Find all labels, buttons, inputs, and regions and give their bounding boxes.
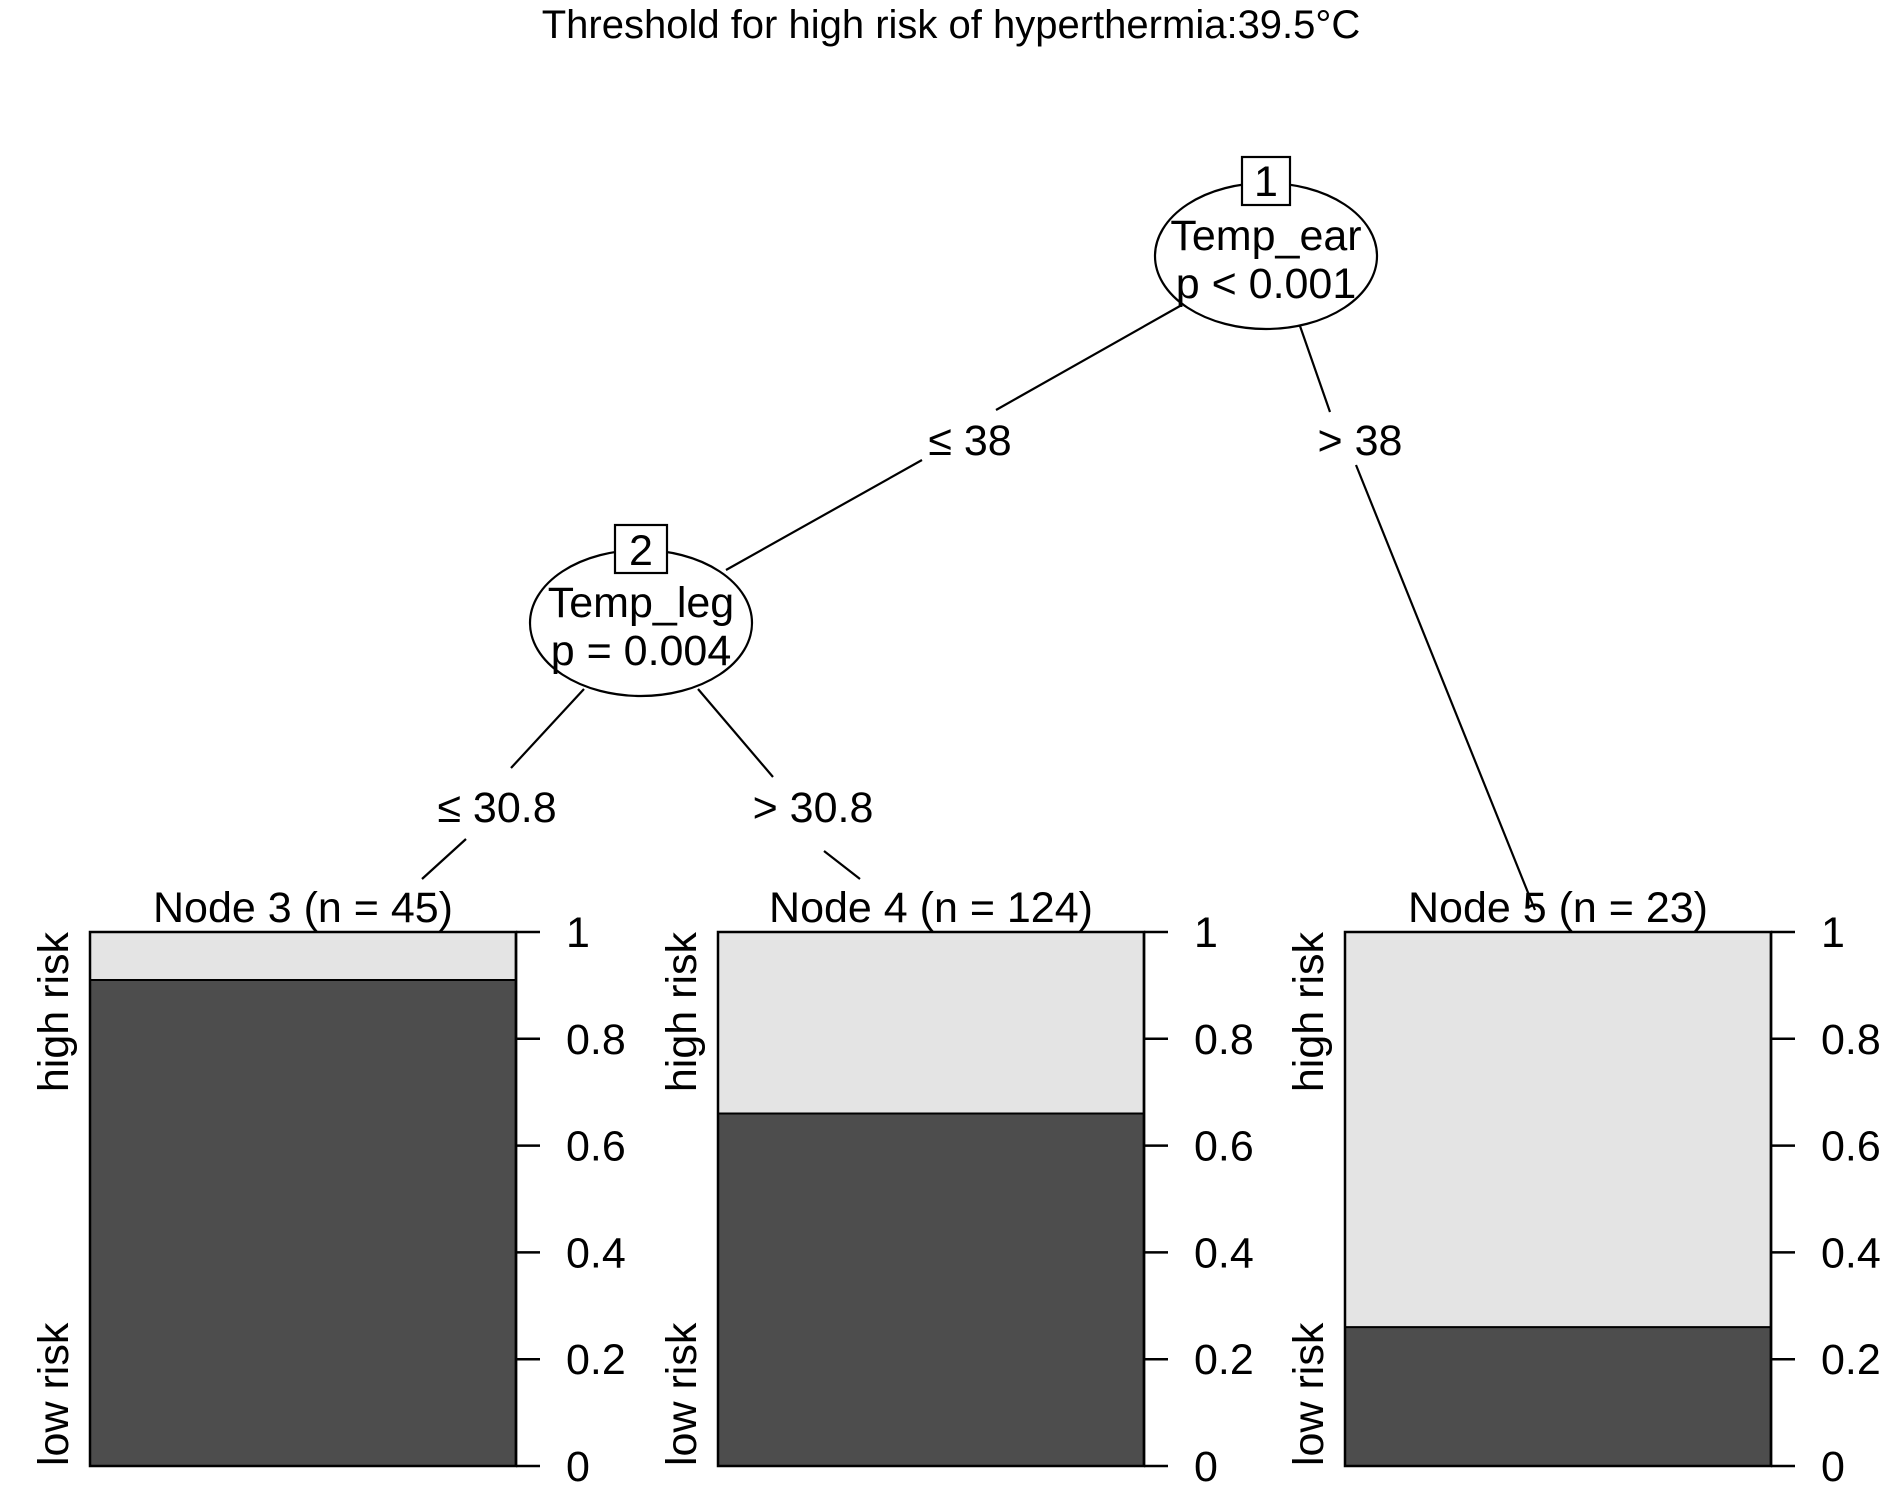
terminal-panels: Node 3 (n = 45) high risk low risk 0 0.2 0.4 0… <box>30 884 1881 1491</box>
edge-label-le-30-8: ≤ 30.8 <box>437 784 556 832</box>
edge-label-le-38: ≤ 38 <box>928 417 1011 465</box>
node-5-tick-label-4: 0.8 <box>1821 1016 1881 1064</box>
node-4-tick-label-0: 0 <box>1194 1443 1218 1491</box>
node-5-tick-label-0: 0 <box>1821 1443 1845 1491</box>
node-3-tick-label-5: 1 <box>566 909 590 957</box>
edge-label-gt-38: > 38 <box>1318 417 1403 465</box>
node-5-tick-label-5: 1 <box>1821 909 1845 957</box>
node-4-tick-label-5: 1 <box>1194 909 1218 957</box>
node-3-tick-label-0: 0 <box>566 1443 590 1491</box>
node-3-high-risk-label: high risk <box>30 932 78 1093</box>
edge-2-3-line-b <box>421 838 467 880</box>
node-2-id-box <box>613 523 669 575</box>
edge-label-gt-30-8: > 30.8 <box>753 784 874 832</box>
node-4-low-risk-label: low risk <box>658 1322 706 1466</box>
node-5-title: Node 5 (n = 23) <box>1408 884 1708 932</box>
chart-title: Threshold for high risk of hyperthermia:… <box>542 3 1361 47</box>
node-5-high-risk-bar <box>1345 932 1771 1328</box>
node-4-title: Node 4 (n = 124) <box>769 884 1093 932</box>
node-5-tick-label-3: 0.6 <box>1821 1123 1881 1171</box>
node-4-tick-label-3: 0.6 <box>1194 1123 1254 1171</box>
node-4-tick-label-1: 0.2 <box>1194 1336 1254 1384</box>
node-3-tick-label-2: 0.4 <box>566 1229 626 1277</box>
edge-1-5-line-b <box>1354 464 1537 911</box>
node-5-low-risk-bar <box>1345 1327 1771 1466</box>
node-1-id: 1 <box>1254 158 1278 206</box>
node-4-high-risk-bar <box>718 932 1144 1114</box>
inner-node-1: 1 Temp_ear p < 0.001 <box>1153 155 1379 331</box>
node-1-variable: Temp_ear <box>1170 212 1361 260</box>
node-3-tick-label-3: 0.6 <box>566 1123 626 1171</box>
edge-1-2-line-a <box>995 305 1181 411</box>
edge-1-2-line-b <box>725 459 923 571</box>
node-3-tick-label-1: 0.2 <box>566 1336 626 1384</box>
node-3-low-risk-label: low risk <box>30 1322 78 1466</box>
node-4-high-risk-label: high risk <box>658 932 706 1093</box>
node-1-pvalue: p < 0.001 <box>1176 260 1357 308</box>
node-5-tick-label-2: 0.4 <box>1821 1229 1881 1277</box>
node-2-variable: Temp_leg <box>548 579 734 627</box>
node-3-title: Node 3 (n = 45) <box>153 884 453 932</box>
node-5-tick-label-1: 0.2 <box>1821 1336 1881 1384</box>
node-4-tick-label-4: 0.8 <box>1194 1016 1254 1064</box>
node-5-high-risk-label: high risk <box>1285 932 1333 1093</box>
edge-1-5-line-a <box>1298 325 1332 413</box>
node-3-low-risk-bar <box>90 980 516 1466</box>
node-1-id-box <box>1240 155 1292 207</box>
node-3-high-risk-bar <box>90 932 516 981</box>
node-5-low-risk-label: low risk <box>1285 1322 1333 1466</box>
node-4-low-risk-bar <box>718 1113 1144 1466</box>
inner-node-2: 2 Temp_leg p = 0.004 <box>528 523 754 698</box>
node-4-tick-label-2: 0.4 <box>1194 1229 1254 1277</box>
node-3-tick-label-4: 0.8 <box>566 1016 626 1064</box>
edge-2-3-line-a <box>510 688 585 769</box>
node-2-pvalue: p = 0.004 <box>551 627 732 675</box>
node-2-id: 2 <box>629 527 653 575</box>
edge-2-4-line-a <box>697 688 774 778</box>
edge-2-4-line-b <box>823 850 861 880</box>
